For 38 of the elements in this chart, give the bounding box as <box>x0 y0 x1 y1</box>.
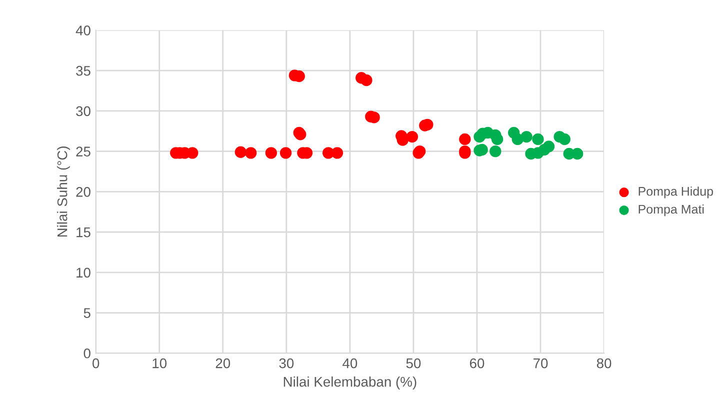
y-tick-label: 35 <box>76 66 90 76</box>
x-tick-label: 10 <box>152 358 167 368</box>
point <box>234 146 247 158</box>
legend-label: Pompa Mati <box>638 204 704 216</box>
y-tick-label: 20 <box>76 187 90 197</box>
point <box>520 130 532 143</box>
x-tick-label: 60 <box>470 358 484 368</box>
point <box>459 133 471 146</box>
x-tick-label: 0 <box>92 358 100 368</box>
point <box>331 147 344 159</box>
point <box>360 74 372 86</box>
y-tick-label: 30 <box>76 106 90 116</box>
x-tick-label: 20 <box>216 358 230 368</box>
point <box>244 147 257 159</box>
legend-label: Pompa Hidup <box>638 186 713 198</box>
x-tick-label: 30 <box>279 358 294 368</box>
y-tick-label: 10 <box>76 268 90 278</box>
y-tick-label: 25 <box>76 146 90 156</box>
point <box>490 145 502 158</box>
point <box>280 147 292 159</box>
point <box>572 148 584 160</box>
y-tick-label: 0 <box>84 348 90 358</box>
y-axis-title: Nilai Suhu (°C) <box>57 146 70 237</box>
x-tick-label: 40 <box>342 358 358 368</box>
y-tick-label: 15 <box>76 228 90 238</box>
point <box>265 147 278 159</box>
point <box>532 133 544 146</box>
point <box>558 133 570 146</box>
point <box>491 133 504 146</box>
y-tick-label: 5 <box>84 308 90 318</box>
point <box>512 133 524 146</box>
x-axis-title: Nilai Kelembaban (%) <box>284 376 416 390</box>
x-tick-label: 70 <box>533 358 548 368</box>
x-tick-label: 80 <box>596 358 612 368</box>
point <box>542 140 555 152</box>
point <box>406 130 418 143</box>
x-tick-label: 50 <box>406 358 421 368</box>
y-tick-label: 40 <box>76 26 90 36</box>
